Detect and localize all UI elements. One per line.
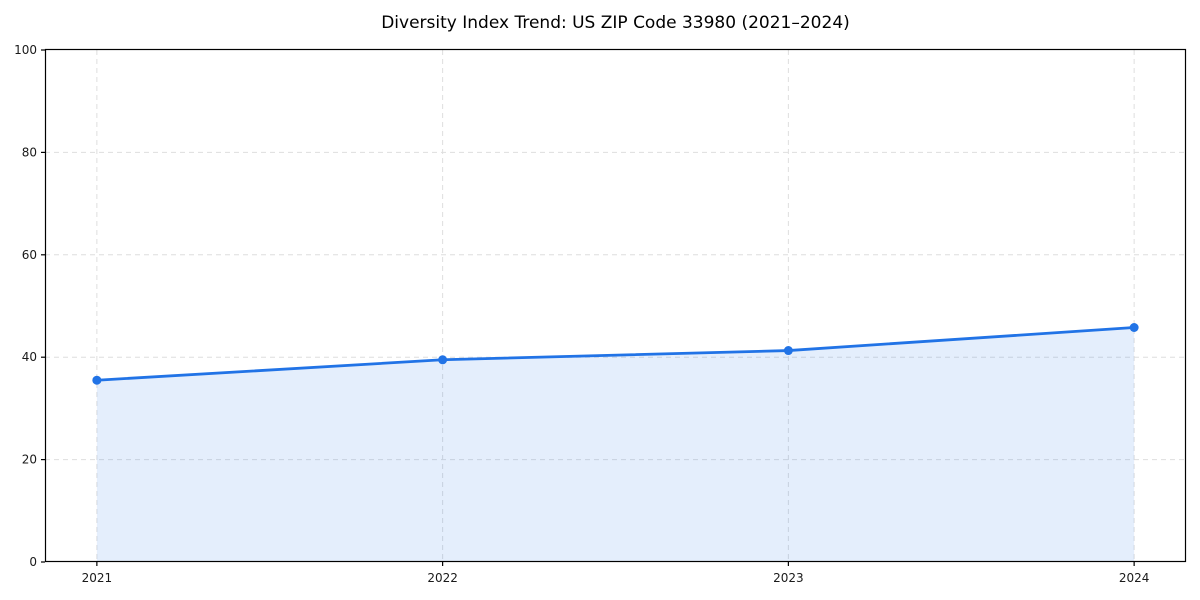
y-tick-label: 100 bbox=[14, 43, 37, 57]
plot-border bbox=[44, 48, 1187, 563]
x-tick-label: 2021 bbox=[82, 571, 113, 585]
x-tick-label: 2023 bbox=[773, 571, 804, 585]
data-point-2023 bbox=[783, 346, 793, 356]
y-tick-label: 40 bbox=[22, 350, 37, 364]
x-tick-label: 2024 bbox=[1119, 571, 1150, 585]
x-tick-label: 2022 bbox=[427, 571, 458, 585]
data-point-2024 bbox=[1129, 323, 1139, 333]
trend-line bbox=[95, 326, 1136, 382]
axis-ticks: 0 20 40 60 80 100 2021 2022 2023 2024 bbox=[14, 43, 1149, 585]
y-tick-label: 20 bbox=[22, 453, 37, 467]
y-tick-label: 0 bbox=[29, 555, 37, 569]
y-tick-label: 80 bbox=[22, 145, 37, 159]
y-tick-label: 60 bbox=[22, 248, 37, 262]
gridlines bbox=[45, 50, 1186, 562]
area-fill bbox=[96, 327, 1135, 562]
data-point-2021 bbox=[92, 375, 102, 385]
data-point-2022 bbox=[438, 355, 448, 365]
data-points bbox=[92, 323, 1139, 385]
chart-title: Diversity Index Trend: US ZIP Code 33980… bbox=[381, 13, 850, 33]
